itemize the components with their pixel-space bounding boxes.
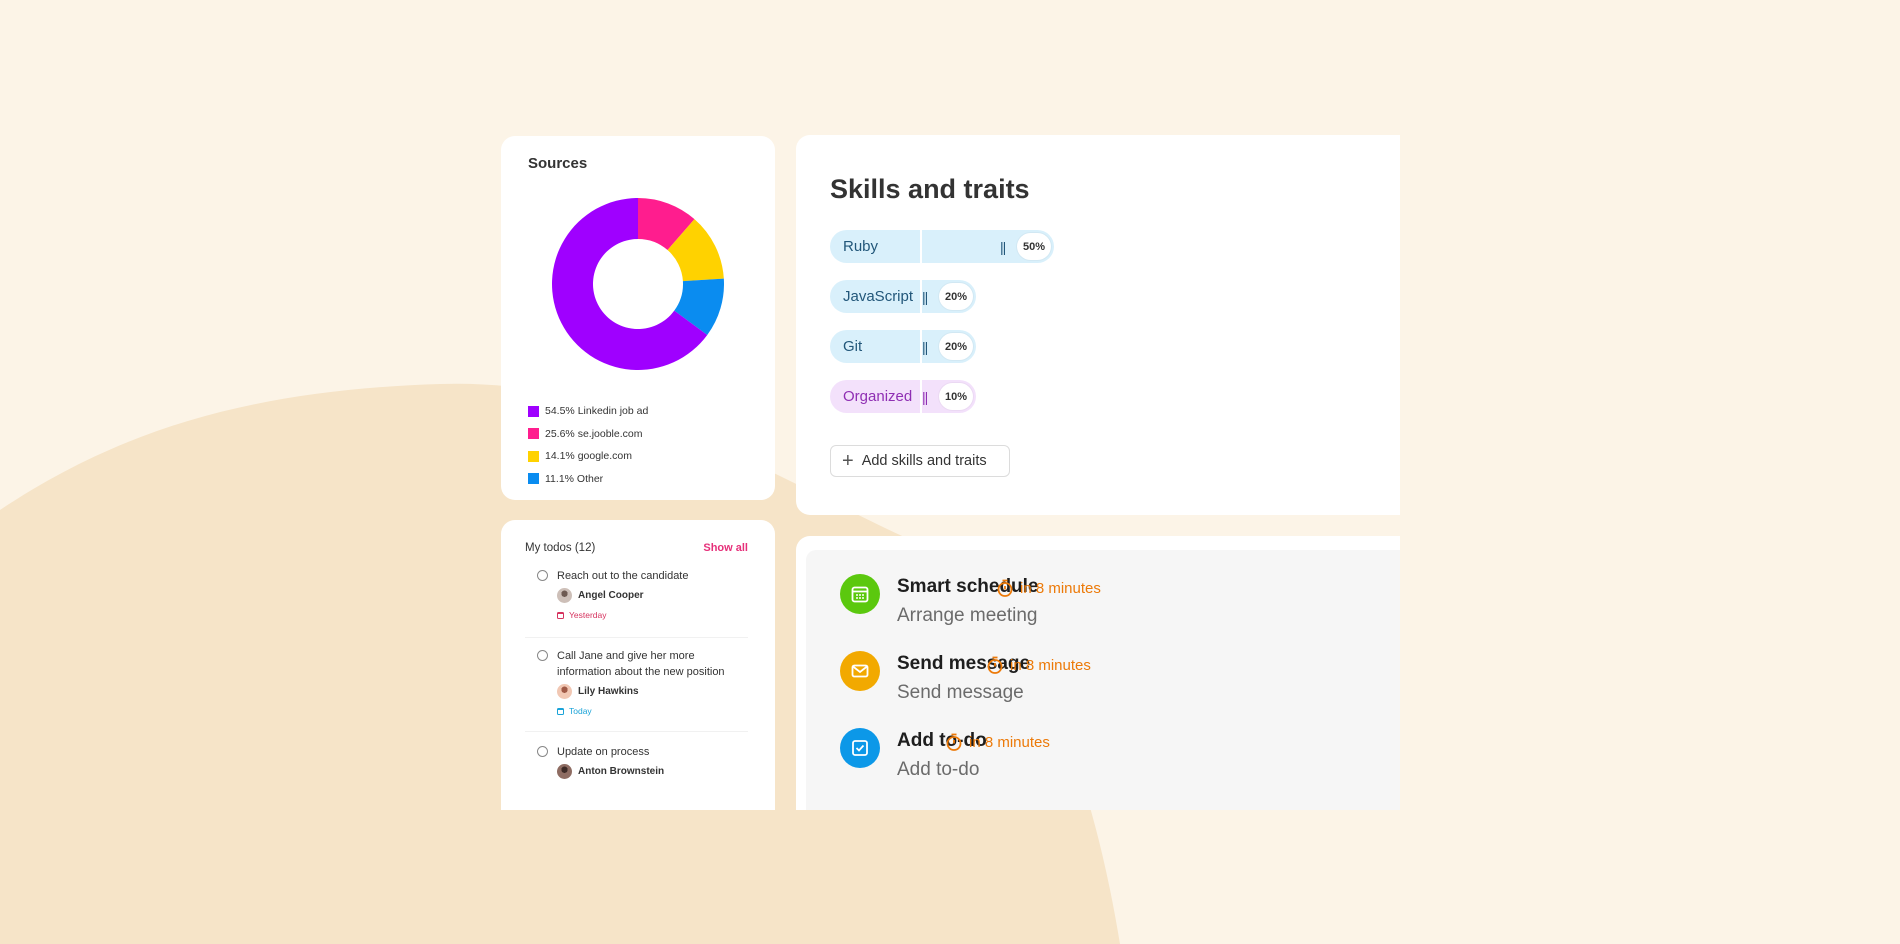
due-label: Yesterday xyxy=(569,610,607,620)
due-label: Today xyxy=(569,706,592,716)
legend-item: 11.1% Other xyxy=(528,468,648,491)
skill-label: JavaScript xyxy=(843,288,914,305)
todo-item[interactable]: Reach out to the candidate Angel Cooper … xyxy=(525,564,748,638)
stopwatch-icon xyxy=(987,656,1003,674)
sources-legend: 54.5% Linkedin job ad 25.6% se.jooble.co… xyxy=(528,400,648,490)
add-skills-label: Add skills and traits xyxy=(861,453,987,469)
skill-percent: 10% xyxy=(939,383,973,410)
show-all-link[interactable]: Show all xyxy=(703,542,748,554)
activities-panel: Smart schedule in 8 minutes Arrange meet… xyxy=(806,550,1400,810)
envelope-icon xyxy=(840,651,880,691)
sources-card: Sources 54.5% Linkedin job ad 25.6% se.j… xyxy=(501,136,775,500)
activity-time: in 8 minutes xyxy=(995,578,1101,598)
legend-label: 14.1% google.com xyxy=(545,450,632,463)
legend-item: 25.6% se.jooble.com xyxy=(528,423,648,446)
donut-slice xyxy=(674,278,724,335)
legend-label: 11.1% Other xyxy=(545,472,604,485)
activity-subtitle: Send message xyxy=(897,682,1024,703)
todo-checkbox[interactable] xyxy=(537,570,548,581)
skill-level-bar: || 20% xyxy=(922,330,976,363)
assignee-name: Lily Hawkins xyxy=(578,686,639,697)
sources-donut-chart xyxy=(552,198,724,370)
stopwatch-icon xyxy=(997,579,1013,597)
skill-separator xyxy=(920,380,922,413)
legend-swatch xyxy=(528,450,539,462)
skills-card: Skills and traits Ruby || 50% JavaScript… xyxy=(796,135,1400,515)
todo-assignee: Lily Hawkins xyxy=(557,684,639,699)
todo-item[interactable]: Call Jane and give her more information … xyxy=(525,644,748,732)
todo-checkbox[interactable] xyxy=(537,650,548,661)
activities-card: Smart schedule in 8 minutes Arrange meet… xyxy=(796,536,1400,810)
legend-swatch xyxy=(528,428,539,440)
todos-card: My todos (12) Show all Reach out to the … xyxy=(501,520,775,810)
skill-percent: 20% xyxy=(939,333,973,360)
donut-slice xyxy=(667,219,724,282)
skill-level-bar: || 10% xyxy=(922,380,976,413)
activity-title: Add to-do xyxy=(897,730,987,751)
activity-time-label: in 8 minutes xyxy=(969,733,1050,751)
todo-text: Update on process xyxy=(557,746,650,758)
todos-header: My todos (12) xyxy=(525,542,596,554)
skill-pill[interactable]: Ruby xyxy=(830,230,1054,263)
todo-text: Call Jane and give her more information … xyxy=(557,650,725,678)
activity-subtitle: Add to-do xyxy=(897,759,980,780)
skill-level-bar: || 20% xyxy=(922,280,976,313)
activity-time-label: in 8 minutes xyxy=(1020,579,1101,597)
todo-due: Today xyxy=(557,706,592,716)
todo-text: Reach out to the candidate xyxy=(557,570,689,582)
checkbox-icon xyxy=(840,728,880,768)
add-skills-button[interactable]: + Add skills and traits xyxy=(830,445,1010,477)
drag-handle-icon[interactable]: || xyxy=(922,289,928,305)
calendar-icon xyxy=(557,611,564,619)
legend-item: 54.5% Linkedin job ad xyxy=(528,400,648,423)
drag-handle-icon[interactable]: || xyxy=(1000,239,1006,255)
assignee-name: Angel Cooper xyxy=(578,590,644,601)
todo-item[interactable]: Update on process Anton Brownstein xyxy=(525,740,748,810)
skill-label: Ruby xyxy=(843,238,879,255)
legend-swatch xyxy=(528,405,539,417)
skill-separator xyxy=(920,330,922,363)
calendar-icon xyxy=(840,574,880,614)
skill-label: Organized xyxy=(843,388,913,405)
skill-level-bar: || 50% xyxy=(922,230,1054,263)
avatar xyxy=(557,684,572,699)
sources-title: Sources xyxy=(528,155,588,172)
todo-assignee: Angel Cooper xyxy=(557,588,644,603)
activity-time: in 8 minutes xyxy=(944,732,1050,752)
skills-title: Skills and traits xyxy=(830,174,1030,204)
skill-percent: 20% xyxy=(939,283,973,310)
activity-time: in 8 minutes xyxy=(985,655,1091,675)
todo-checkbox[interactable] xyxy=(537,746,548,757)
todo-due: Yesterday xyxy=(557,610,607,620)
drag-handle-icon[interactable]: || xyxy=(922,339,928,355)
activity-subtitle: Arrange meeting xyxy=(897,605,1038,626)
skill-separator xyxy=(920,280,922,313)
legend-label: 25.6% se.jooble.com xyxy=(545,427,643,440)
stopwatch-icon xyxy=(946,733,962,751)
avatar xyxy=(557,588,572,603)
skill-separator xyxy=(920,230,922,263)
legend-label: 54.5% Linkedin job ad xyxy=(545,405,649,418)
calendar-icon xyxy=(557,707,564,715)
plus-icon: + xyxy=(842,450,854,472)
avatar xyxy=(557,764,572,779)
donut-slice xyxy=(638,198,695,251)
legend-swatch xyxy=(528,473,539,485)
assignee-name: Anton Brownstein xyxy=(578,766,665,777)
donut-slice xyxy=(552,198,708,370)
drag-handle-icon[interactable]: || xyxy=(922,389,928,405)
todo-assignee: Anton Brownstein xyxy=(557,764,664,779)
legend-item: 14.1% google.com xyxy=(528,445,648,468)
skill-label: Git xyxy=(843,338,863,355)
skill-percent: 50% xyxy=(1017,233,1051,260)
activity-time-label: in 8 minutes xyxy=(1010,656,1091,674)
